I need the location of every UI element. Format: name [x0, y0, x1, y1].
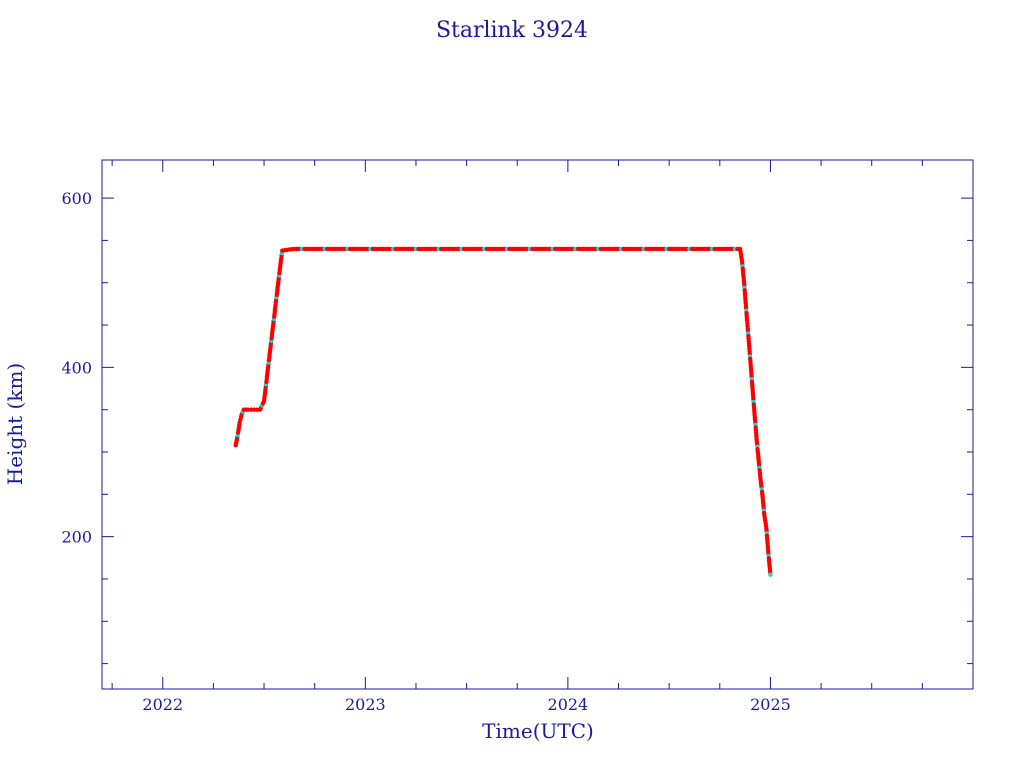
- x-tick-label: 2024: [548, 695, 589, 714]
- axis-ticks: 2022 2023 2024 2025 200 400 600: [61, 160, 973, 714]
- x-tick-label: 2022: [142, 695, 183, 714]
- data-point: [768, 572, 773, 577]
- data-points: [233, 246, 773, 577]
- data-point: [245, 407, 250, 412]
- chart-title: Starlink 3924: [436, 18, 588, 43]
- x-axis-label: Time(UTC): [482, 719, 594, 743]
- y-tick-label: 400: [61, 358, 92, 377]
- x-tick-label: 2023: [345, 695, 386, 714]
- data-point: [251, 407, 257, 412]
- x-tick-label: 2025: [750, 695, 791, 714]
- plot-frame: [101, 159, 974, 690]
- y-axis-label: Height (km): [3, 363, 27, 485]
- y-tick-label: 600: [61, 189, 92, 208]
- y-tick-label: 200: [61, 528, 92, 547]
